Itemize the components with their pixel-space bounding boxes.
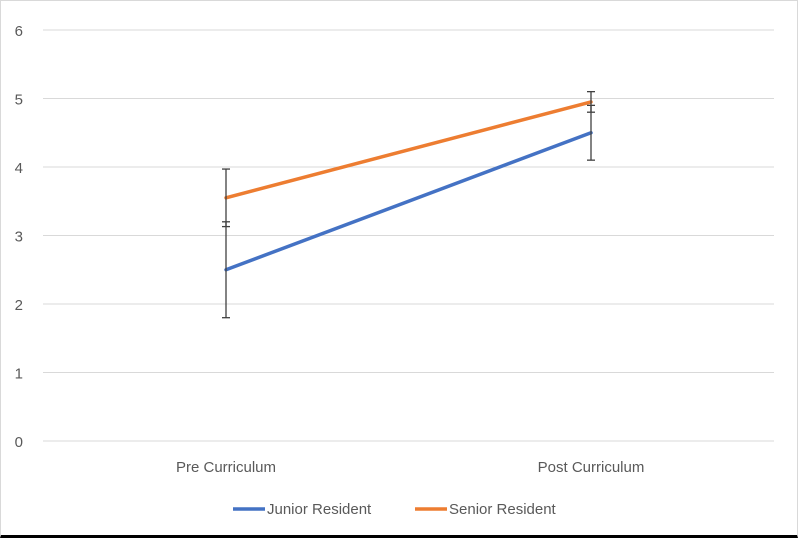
y-tick-label: 4 [15,160,23,177]
series-lines [224,100,593,272]
error-bars [222,91,595,319]
error-bar [587,91,595,113]
legend-item-senior: Senior Resident [415,501,557,518]
legend-label: Junior Resident [267,501,372,518]
series-line-junior [224,131,593,272]
legend-label: Senior Resident [449,501,557,518]
x-tick-label: Pre Curriculum [176,459,276,476]
legend-item-junior: Junior Resident [233,501,372,518]
error-bar [222,168,230,228]
legend: Junior Resident Senior Resident [233,501,557,518]
y-tick-label: 2 [15,297,23,314]
x-tick-label: Post Curriculum [538,459,645,476]
gridlines [43,29,774,442]
y-tick-label: 0 [15,434,23,451]
y-tick-label: 5 [15,92,23,109]
x-axis-tick-labels: Pre Curriculum Post Curriculum [176,459,644,476]
series-line-senior [224,100,593,200]
y-tick-label: 6 [15,23,23,40]
y-tick-label: 1 [15,366,23,383]
y-axis-tick-labels: 0 1 2 3 4 5 6 [15,23,23,451]
y-tick-label: 3 [15,229,23,246]
